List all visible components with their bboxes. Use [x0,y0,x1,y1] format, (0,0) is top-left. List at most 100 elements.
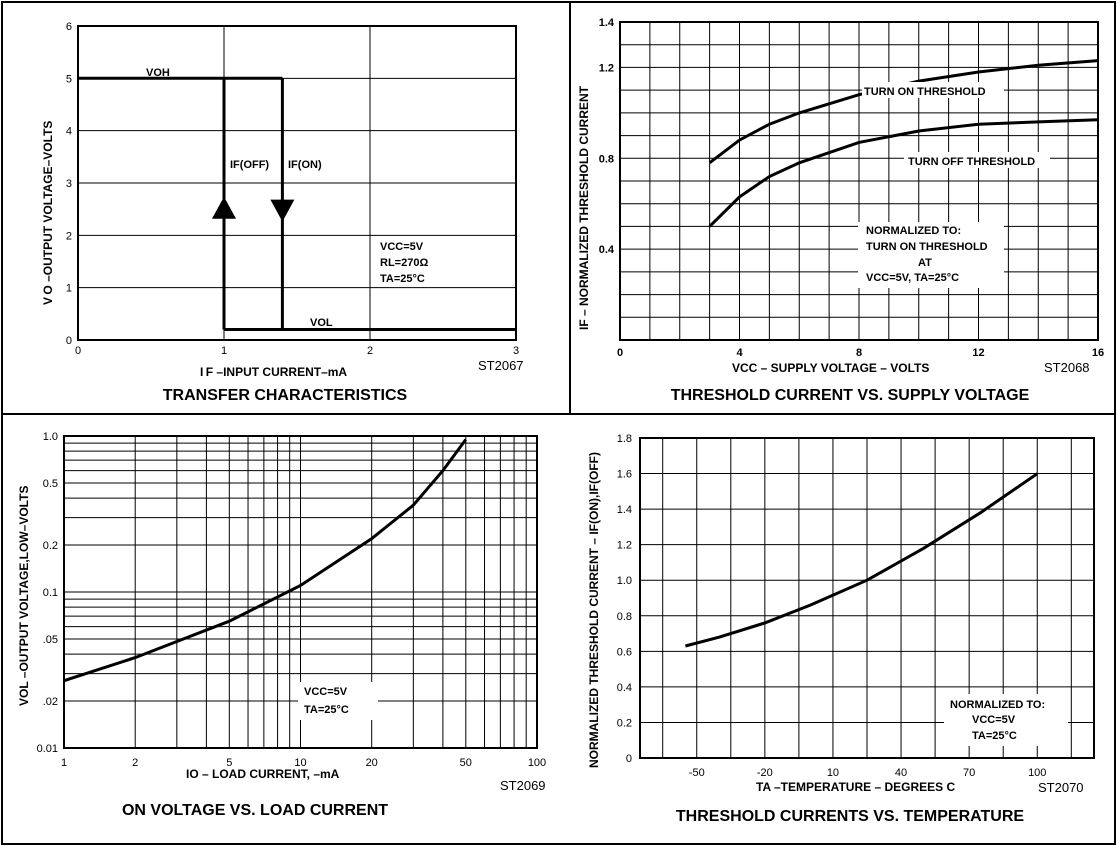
chart-transfer-characteristics: 0 1 2 3 0 1 2 3 4 5 6 VOH VOL IF(OFF) IF(ON) VCC=… [41,21,524,404]
p1-title: TRANSFER CHARACTERISTICS [163,387,408,404]
p2-x-tick-label: 0 [617,347,623,359]
p3-title: ON VOLTAGE VS. LOAD CURRENT [122,802,388,819]
p2-plot-frame [619,21,1099,341]
p4-y-tick-label: 0.8 [617,611,632,623]
p3-y-axis-label: VOL –OUTPUT VOLTAGE,LOW–VOLTS [17,486,31,706]
p2-norm-line-4: VCC=5V, TA=25°C [866,272,959,284]
p3-y-tick-label: 1.0 [43,431,58,443]
p4-title: THRESHOLD CURRENTS VS. TEMPERATURE [676,808,1024,825]
p2-turn-on-label-bg [862,82,1004,98]
p3-x-axis-label: IO – LOAD CURRENT, –mA [186,767,340,781]
p3-x-tick-label: 5 [226,757,232,769]
p1-vol-label: VOL [310,317,333,329]
p1-curves [78,76,516,331]
p4-y-tick-label: 1.4 [617,504,632,516]
p1-if-off-label: IF(OFF) [230,159,269,171]
p3-code: ST2069 [500,778,546,793]
p2-turn-on-label: TURN ON THRESHOLD [864,86,986,98]
p4-condition-line-1: NORMALIZED TO: [950,699,1045,711]
p1-y-tick-label: 0 [66,335,72,347]
p2-normalization-box [858,222,1004,288]
p3-plot-frame [63,435,538,749]
p4-y-ticks: 0 0.2 0.4 0.6 0.8 1.0 1.2 1.4 1.6 1.8 [617,433,632,765]
p1-code: ST2067 [478,358,524,373]
p3-y-ticks: 0.01 .02 .05 0.1 0.2 0.5 1.0 [37,431,58,755]
p2-series-turn-off [708,118,1099,228]
p4-x-axis-label: TA –TEMPERATURE – DEGREES C [756,780,955,794]
p2-x-tick-label: 4 [736,347,743,359]
p4-series-if [685,472,1039,648]
p3-x-tick-label: 100 [528,757,546,769]
p4-y-tick-label: 0.6 [617,646,632,658]
p3-y-tick-label: .02 [43,696,58,708]
p2-y-tick-label: 1.4 [599,17,615,29]
p4-x-tick-label: -20 [757,767,773,779]
p4-x-tick-label: -50 [689,767,705,779]
p1-x-tick-label: 1 [221,345,227,357]
p4-x-tick-label: 40 [895,767,907,779]
p3-condition-ta: TA=25°C [304,704,349,716]
p4-code: ST2070 [1038,780,1084,795]
p1-y-tick-label: 6 [66,21,72,33]
p4-x-tick-label: 10 [827,767,839,779]
p2-y-ticks: 0.4 0.8 1.2 1.4 [599,17,615,256]
p1-y-axis-label: V O –OUTPUT VOLTAGE–VOLTS [41,121,55,305]
p4-y-tick-label: 1.2 [617,540,632,552]
p1-y-tick-label: 5 [66,73,72,85]
p2-y-tick-label: 1.2 [599,62,614,74]
p2-curves [708,59,1099,228]
p2-x-axis-label: VCC – SUPPLY VOLTAGE – VOLTS [732,361,929,375]
p1-condition-vcc: VCC=5V [380,241,424,253]
p2-series-turn-on [708,59,1099,164]
p3-condition-vcc: VCC=5V [304,686,348,698]
p1-voh-label: VOH [146,67,170,79]
p2-y-tick-label: 0.8 [599,153,614,165]
p4-y-tick-label: 1.8 [617,433,632,445]
p3-y-tick-label: 0.2 [43,540,58,552]
p3-x-tick-label: 10 [294,757,306,769]
p2-y-axis-label: IF – NORMALIZED THRESHOLD CURRENT [577,85,591,330]
p1-y-tick-label: 1 [66,283,72,295]
p1-y-tick-label: 3 [66,178,72,190]
p3-condition-box [298,682,378,720]
p1-x-axis-label: I F –INPUT CURRENT–mA [200,365,347,379]
p1-x-tick-label: 0 [75,345,81,357]
p3-y-tick-label: .05 [43,634,58,646]
p1-plot-frame [77,25,517,341]
p4-plot-frame [639,437,1095,759]
p4-x-ticks: -50 -20 10 40 70 100 [689,767,1047,779]
p2-x-tick-label: 12 [972,347,984,359]
p1-x-tick-label: 2 [367,345,373,357]
p1-y-tick-label: 2 [66,230,72,242]
p1-condition-ta: TA=25°C [380,273,425,285]
p3-y-tick-label: 0.01 [37,743,58,755]
p1-grid [77,25,517,341]
p3-x-tick-label: 50 [460,757,472,769]
p3-y-tick-label: 0.1 [43,587,58,599]
p3-curves [63,438,468,683]
p4-y-tick-label: 1.6 [617,469,632,481]
p3-x-tick-label: 20 [366,757,378,769]
p2-norm-line-1: NORMALIZED TO: [866,225,961,237]
p3-x-ticks: 1 2 5 10 20 50 100 [61,757,546,769]
p2-title: THRESHOLD CURRENT VS. SUPPLY VOLTAGE [671,387,1030,404]
p3-y-tick-label: 0.5 [43,478,58,490]
p4-condition-line-2: VCC=5V [972,714,1016,726]
p1-y-tick-label: 4 [66,126,72,138]
p1-if-on-label: IF(ON) [288,159,322,171]
p2-turn-off-label-bg [904,152,1050,168]
p4-y-axis-label: NORMALIZED THRESHOLD CURRENT – IF(ON),IF… [587,452,601,768]
p2-turn-off-label: TURN OFF THRESHOLD [908,156,1035,168]
p2-grid [619,21,1099,341]
p4-condition-line-3: TA=25°C [972,730,1017,742]
p4-x-tick-label: 70 [963,767,975,779]
p4-curves [685,472,1039,648]
p2-x-tick-label: 16 [1092,347,1104,359]
p2-code: ST2068 [1044,360,1090,375]
p1-x-tick-label: 3 [513,345,519,357]
p4-y-tick-label: 0 [626,753,632,765]
chart-threshold-vs-temperature: -50 -20 10 40 70 100 0 0.2 0.4 0.6 0.8 1.0 1.2 1.4 1.… [587,433,1095,825]
p3-series-vol [63,438,468,683]
